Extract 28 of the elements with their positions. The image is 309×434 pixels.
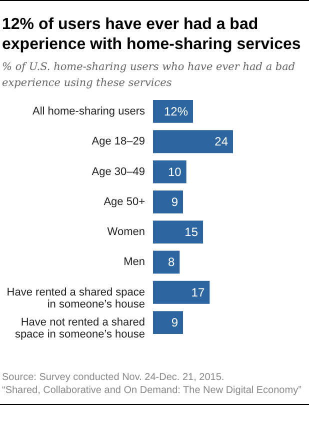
data-label: 12%	[164, 104, 188, 118]
data-label: 24	[214, 134, 228, 149]
y-tick-label: Age 18–29	[92, 136, 145, 148]
y-tick-label: Age 30–49	[92, 166, 145, 178]
data-label: 9	[171, 316, 178, 330]
bar	[153, 130, 233, 154]
bar	[153, 250, 180, 274]
y-tick-label: Have not rented a shared space in someone’s house	[14, 316, 145, 341]
y-tick-label: All home-sharing users	[32, 105, 146, 118]
y-tick-label: Have rented a shared space in someone’s house	[6, 286, 145, 310]
y-tick-label: Age 50+	[104, 196, 145, 208]
bar	[153, 160, 186, 184]
data-label: 8	[168, 255, 175, 270]
y-tick-label: Women	[107, 226, 145, 238]
source-note: Source: Survey conducted Nov. 24-Dec. 21, 2015.	[2, 371, 226, 384]
bar	[153, 190, 183, 214]
bar	[153, 311, 183, 334]
chart-title: 12% of users have ever had a bad experience with home-sharing services	[2, 15, 302, 55]
data-label: 17	[191, 285, 205, 300]
bar	[153, 100, 193, 123]
bar	[153, 220, 203, 244]
data-label: 10	[168, 164, 182, 179]
text: “Shared, Collaborative and On Demand: The New Digital Economy”	[2, 384, 302, 397]
y-tick-label: Men	[124, 256, 145, 268]
bar	[153, 280, 210, 304]
chart-subtitle: % of U.S. home-sharing users who have ever had a bad experience using these services	[2, 60, 296, 91]
data-label: 9	[171, 194, 178, 209]
data-label: 15	[184, 225, 198, 240]
